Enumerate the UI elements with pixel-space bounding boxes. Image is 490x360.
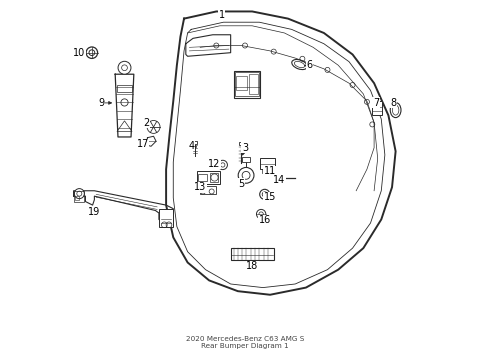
- Bar: [372, 101, 382, 116]
- Text: 12: 12: [208, 159, 220, 169]
- Text: 11: 11: [264, 166, 276, 176]
- Text: 15: 15: [264, 192, 276, 202]
- Circle shape: [256, 210, 266, 219]
- Text: 1: 1: [219, 10, 225, 20]
- Text: 10: 10: [73, 48, 85, 58]
- Bar: [117, 85, 132, 92]
- Text: 9: 9: [98, 98, 105, 108]
- Text: 14: 14: [273, 175, 285, 185]
- Bar: [260, 158, 275, 169]
- Text: 7: 7: [373, 98, 379, 108]
- Circle shape: [147, 121, 160, 134]
- Text: 2020 Mercedes-Benz C63 AMG S
Rear Bumper Diagram 1: 2020 Mercedes-Benz C63 AMG S Rear Bumper…: [186, 336, 304, 349]
- Text: 17: 17: [137, 139, 149, 149]
- Text: 16: 16: [259, 215, 271, 225]
- Bar: [198, 174, 207, 181]
- Bar: [248, 74, 258, 94]
- Bar: [75, 197, 78, 200]
- Bar: [231, 248, 274, 260]
- Bar: [243, 157, 250, 162]
- Bar: [210, 173, 218, 182]
- Text: 6: 6: [306, 60, 313, 70]
- Bar: [74, 191, 84, 202]
- Text: 5: 5: [238, 179, 245, 189]
- Text: 4: 4: [188, 141, 194, 151]
- Bar: [159, 209, 173, 226]
- Text: 3: 3: [242, 143, 248, 153]
- Bar: [200, 186, 216, 194]
- Text: 13: 13: [194, 182, 206, 192]
- Bar: [196, 171, 220, 184]
- Bar: [239, 141, 243, 145]
- Text: 8: 8: [391, 98, 397, 108]
- Bar: [262, 168, 267, 173]
- Circle shape: [86, 47, 98, 58]
- Text: 18: 18: [246, 261, 258, 271]
- Circle shape: [260, 189, 270, 199]
- Circle shape: [218, 160, 227, 170]
- Text: 19: 19: [88, 207, 100, 217]
- Ellipse shape: [390, 103, 401, 118]
- Ellipse shape: [292, 59, 307, 69]
- Bar: [236, 76, 247, 90]
- Circle shape: [238, 167, 254, 183]
- Bar: [192, 141, 197, 144]
- Text: 2: 2: [143, 118, 149, 128]
- Bar: [234, 71, 260, 98]
- Circle shape: [74, 189, 84, 199]
- Circle shape: [118, 61, 131, 74]
- Bar: [235, 72, 259, 96]
